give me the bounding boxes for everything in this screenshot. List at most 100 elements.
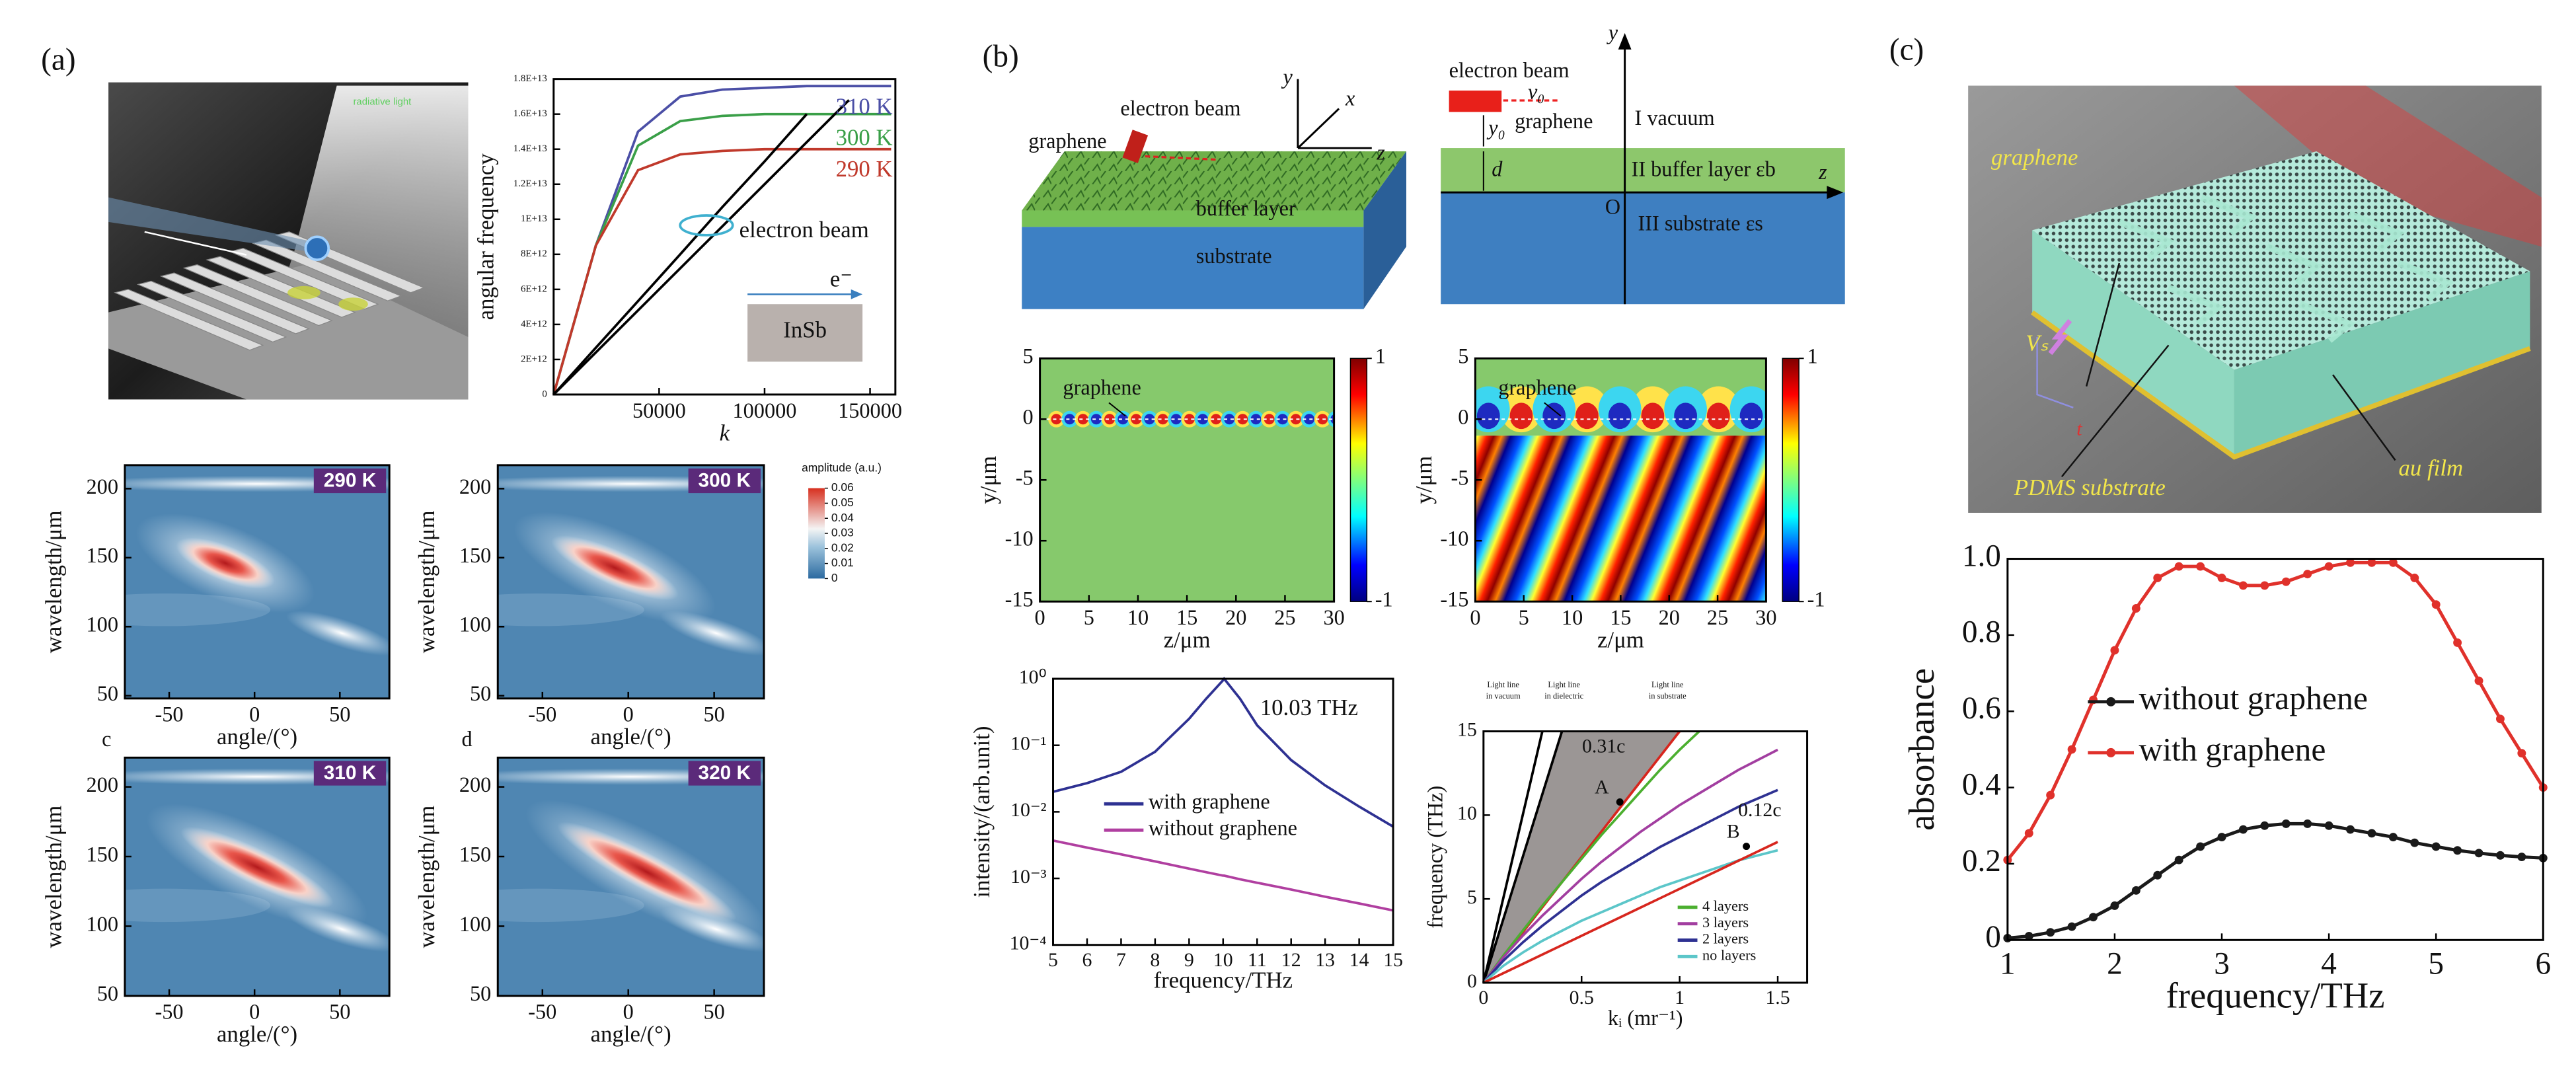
graphene-surface <box>2032 151 2530 370</box>
graphene-top <box>1022 151 1406 211</box>
label: graphene <box>1991 144 2078 170</box>
marker <box>2196 842 2205 851</box>
x-axis-label: z/μm <box>1164 627 1211 653</box>
marker <box>2131 604 2140 613</box>
y-tick-label: 0 <box>542 389 547 399</box>
heatmap-band <box>498 888 644 923</box>
y-tick-label: 150 <box>87 543 118 567</box>
y-tick-label: 8E+12 <box>521 248 547 259</box>
beam-marker <box>679 214 734 237</box>
x-axis-label: kᵢ (mr⁻¹) <box>1608 1006 1683 1030</box>
temperature-label: 310 K <box>324 762 377 784</box>
annotation: Light line <box>1487 680 1519 689</box>
side-face <box>2032 230 2234 457</box>
x-tick-label: 10 <box>1127 605 1149 629</box>
label: Vₛ <box>2026 330 2049 356</box>
colorbar-title: amplitude (a.u.) <box>802 461 882 474</box>
x-tick-label: 11 <box>1248 949 1267 971</box>
marker <box>2346 825 2355 834</box>
marker <box>2367 829 2376 838</box>
grating <box>114 231 426 351</box>
y-tick-label: 0 <box>1467 970 1477 992</box>
plot-body <box>498 465 764 699</box>
x-tick-label: 0.5 <box>1570 987 1594 1009</box>
pointer <box>1108 402 1126 417</box>
y-tick-label: 200 <box>87 475 118 498</box>
label: electron beam <box>1449 58 1570 82</box>
label: d <box>1492 157 1503 180</box>
y-tick-label: 0.4 <box>1962 767 2001 802</box>
y-tick-label: 100 <box>459 912 491 936</box>
annotation: Light line <box>1651 680 1684 689</box>
beam-arrow <box>1145 155 1216 161</box>
series-line <box>1483 841 1778 984</box>
colorbar-tick-label: 0.02 <box>831 541 854 554</box>
field-lobe <box>1542 402 1566 430</box>
render-c: graphene Vₛ t PDMS substrate au film <box>1968 85 2542 513</box>
label: substrate <box>1196 244 1272 268</box>
x-axis-label: k <box>720 420 730 445</box>
y-tick-label: 0 <box>1458 405 1468 429</box>
substrate-layer <box>1441 192 1845 305</box>
y-axis-label: y/μm <box>975 456 1001 504</box>
x-tick-label: 4 <box>2321 946 2337 981</box>
marker <box>2453 846 2462 855</box>
plot-frame <box>124 756 391 997</box>
colorbar-tick-label: -1 <box>1375 588 1393 611</box>
field-lobe <box>1509 402 1533 430</box>
x-tick-label: 8 <box>1150 949 1160 971</box>
field-node <box>1277 414 1288 425</box>
legend-label: without graphene <box>1149 816 1297 840</box>
plot-body <box>124 465 390 699</box>
label: y₀ <box>1486 116 1505 139</box>
field-node <box>1250 414 1262 425</box>
marker <box>2067 745 2076 754</box>
annotation: electron beam <box>739 217 869 243</box>
x-tick-label: 0 <box>249 1000 260 1024</box>
render-label: radiative light <box>353 96 412 107</box>
y-axis-label: wavelength/μm <box>414 510 439 653</box>
axis-label: y <box>1281 65 1293 89</box>
buffer-face <box>1022 210 1364 227</box>
x-tick-label: 5 <box>2428 946 2444 981</box>
x-tick-label: 25 <box>1707 605 1728 629</box>
axis <box>1297 108 1340 149</box>
point <box>1743 843 1751 851</box>
field-lobe <box>1575 402 1599 430</box>
marker <box>2067 922 2076 931</box>
marker <box>2281 819 2291 828</box>
y-tick-label: 150 <box>459 543 491 567</box>
arrowhead <box>1618 33 1632 50</box>
label: PDMS substrate <box>2014 475 2166 500</box>
heatmap-lobe2 <box>660 611 764 656</box>
side-face <box>1363 151 1406 309</box>
annotation: 10.03 THz <box>1260 695 1358 720</box>
heatmap-band <box>124 768 390 785</box>
pointer <box>1544 402 1562 417</box>
arrowhead <box>1827 186 1844 200</box>
insb-block <box>747 304 863 362</box>
y-tick-label: 0 <box>1985 920 2001 954</box>
label: v₀ <box>1528 79 1545 103</box>
label: t <box>2076 418 2082 439</box>
x-tick-label: 50 <box>329 1000 350 1024</box>
temperature-badge <box>688 468 761 494</box>
heatmap-lobe <box>557 822 737 923</box>
plot-body <box>1040 358 1334 602</box>
y-tick-label: 10⁻¹ <box>1010 733 1047 755</box>
field-lobe <box>1641 402 1665 430</box>
temperature-label: 300 K <box>699 470 751 492</box>
x-tick-label: 25 <box>1274 605 1295 629</box>
heatmap-lobe <box>176 537 275 589</box>
x-tick-label: 3 <box>2214 946 2230 981</box>
heatmap-lobe2 <box>286 611 390 656</box>
x-axis-label: angle/(°) <box>591 724 671 749</box>
x-tick-label: 1.5 <box>1765 987 1790 1009</box>
field-node <box>1170 414 1182 425</box>
x-tick-label: 50 <box>329 703 350 726</box>
annotation: B <box>1727 821 1740 843</box>
x-tick-label: -50 <box>155 1000 184 1024</box>
y-tick-label: 1.2E+13 <box>513 178 547 189</box>
y-tick-label: 0.6 <box>1962 691 2001 726</box>
field-node <box>1064 414 1075 425</box>
